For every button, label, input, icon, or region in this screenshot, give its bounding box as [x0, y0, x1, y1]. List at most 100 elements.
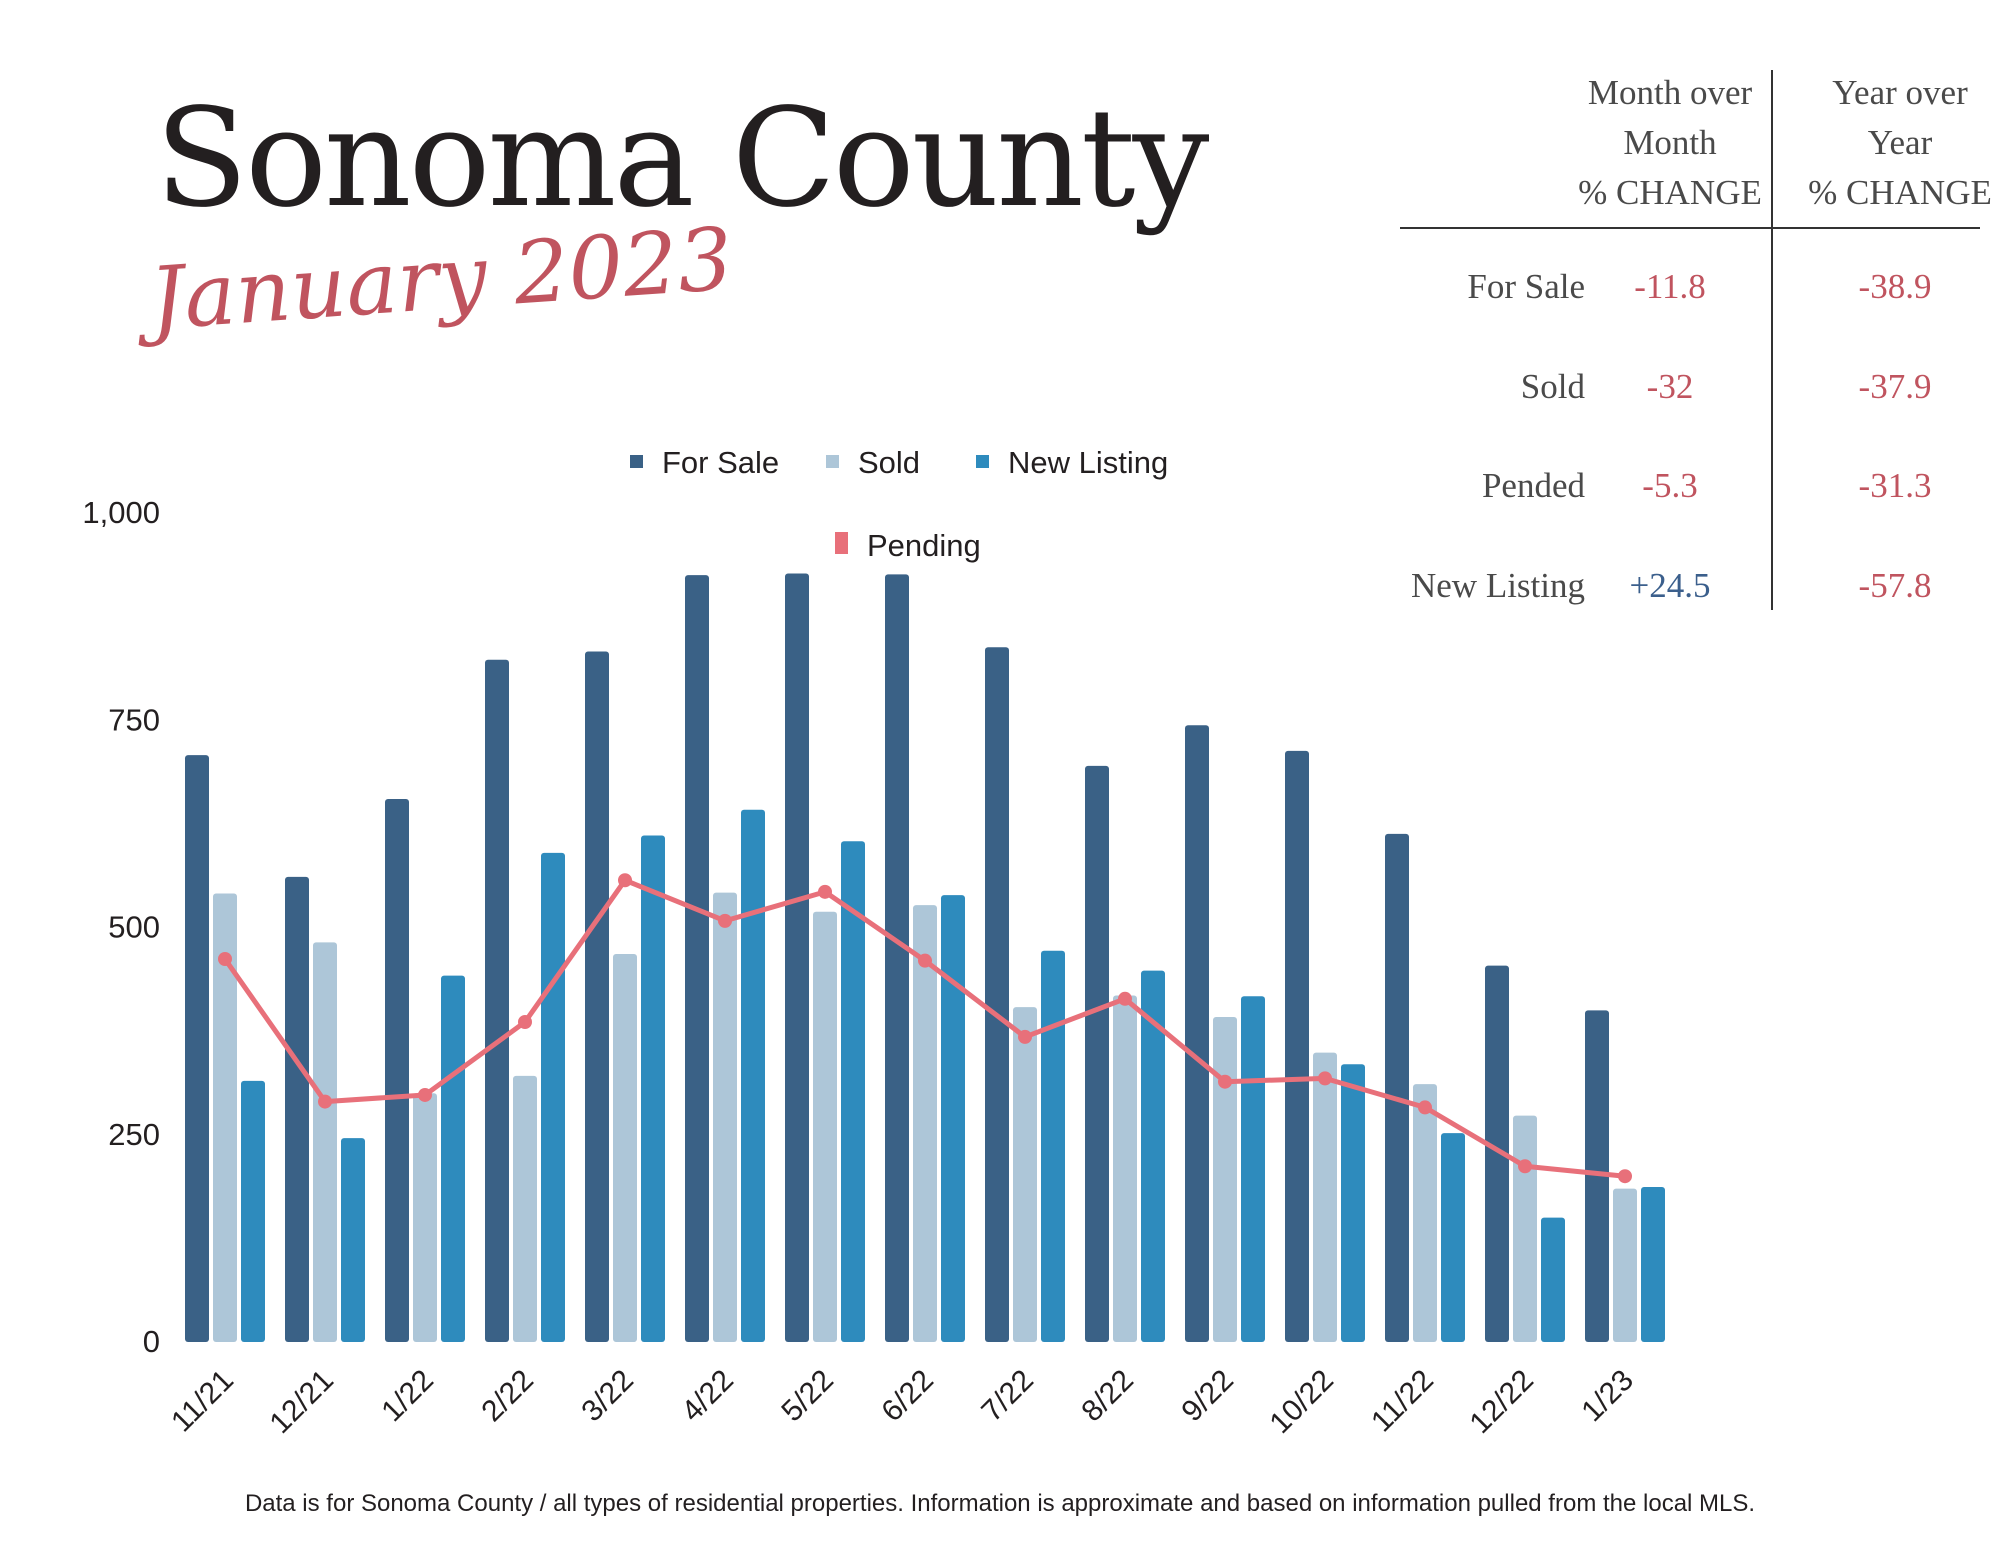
bar-sold — [1613, 1188, 1637, 1342]
legend-label-new-listing: New Listing — [1008, 445, 1168, 480]
table-divider-horizontal — [1400, 227, 1980, 229]
header-yoy-line: Year — [1867, 123, 1933, 162]
legend-swatch-sold — [826, 455, 839, 468]
bar-for-sale — [885, 574, 909, 1342]
row-label: Pended — [1481, 466, 1585, 505]
table-row-for-sale: For Sale -11.8 -38.9 — [1345, 267, 1985, 317]
legend-label-pending: Pending — [867, 528, 981, 563]
x-tick-label: 8/22 — [1075, 1364, 1140, 1429]
bar-sold — [713, 892, 737, 1342]
bar-sold — [313, 942, 337, 1342]
bar-for-sale — [985, 647, 1009, 1342]
row-mom-value: -11.8 — [1634, 267, 1706, 306]
bar-sold — [1313, 1052, 1337, 1342]
bar-new-listing — [941, 895, 965, 1342]
point-pending — [1218, 1074, 1232, 1089]
x-tick-label: 1/22 — [375, 1364, 440, 1429]
footnote: Data is for Sonoma County / all types of… — [244, 1490, 1756, 1517]
bar-for-sale — [585, 651, 609, 1342]
bar-for-sale — [1485, 965, 1509, 1342]
row-mom-value: -5.3 — [1642, 466, 1698, 505]
row-label: Sold — [1520, 367, 1585, 406]
row-yoy-value: -38.9 — [1858, 267, 1932, 306]
page-title: Sonoma County — [155, 80, 1209, 238]
header-year-over-year: Year over Year % CHANGE — [1775, 68, 2000, 218]
point-pending — [418, 1087, 432, 1102]
bar-sold — [1513, 1115, 1537, 1342]
row-mom-value: -32 — [1646, 367, 1694, 406]
point-pending — [1318, 1071, 1332, 1086]
bar-for-sale — [385, 799, 409, 1342]
point-pending — [1018, 1029, 1032, 1044]
x-tick-label: 3/22 — [575, 1364, 640, 1429]
bar-for-sale — [785, 573, 809, 1342]
row-mom-value: +24.5 — [1629, 566, 1711, 605]
legend-swatch-pending — [835, 532, 848, 554]
point-pending — [218, 952, 232, 967]
bar-for-sale — [1085, 765, 1109, 1342]
x-tick-label: 2/22 — [475, 1364, 540, 1429]
legend-label-for-sale: For Sale — [662, 445, 779, 480]
y-tick-label: 0 — [143, 1324, 160, 1359]
point-pending — [518, 1015, 532, 1030]
x-tick-label: 1/23 — [1575, 1364, 1640, 1429]
point-pending — [818, 884, 832, 899]
row-label: For Sale — [1467, 267, 1585, 306]
bar-new-listing — [541, 852, 565, 1342]
x-tick-label: 11/22 — [1365, 1364, 1440, 1439]
change-table: Month over Month % CHANGE Year over Year… — [1345, 60, 1992, 620]
legend-swatch-new-listing — [976, 455, 989, 468]
x-tick-label: 7/22 — [975, 1364, 1040, 1429]
row-yoy-value: -57.8 — [1858, 566, 1932, 605]
point-pending — [1618, 1169, 1632, 1184]
y-tick-label: 1,000 — [82, 495, 160, 530]
x-tick-label: 6/22 — [875, 1364, 940, 1429]
table-divider-vertical — [1771, 70, 1773, 610]
point-pending — [718, 913, 732, 928]
bar-sold — [613, 954, 637, 1342]
x-tick-label: 10/22 — [1264, 1364, 1340, 1440]
legend-label-sold: Sold — [858, 445, 920, 480]
bar-new-listing — [641, 835, 665, 1342]
point-pending — [918, 953, 932, 968]
bar-new-listing — [441, 975, 465, 1342]
header-mom-line: Month over — [1587, 73, 1753, 112]
row-label: New Listing — [1410, 566, 1585, 605]
bar-for-sale — [1285, 750, 1309, 1342]
x-tick-label: 12/22 — [1464, 1364, 1540, 1440]
bar-new-listing — [241, 1080, 265, 1342]
bar-for-sale — [285, 876, 309, 1342]
table-row-sold: Sold -32 -37.9 — [1345, 367, 1985, 417]
bar-sold — [213, 893, 237, 1342]
bar-for-sale — [485, 659, 509, 1342]
point-pending — [318, 1094, 332, 1109]
point-pending — [1118, 991, 1132, 1006]
x-tick-label: 5/22 — [775, 1364, 840, 1429]
bar-new-listing — [841, 841, 865, 1342]
bar-for-sale — [1185, 725, 1209, 1342]
bar-new-listing — [1141, 970, 1165, 1342]
x-tick-label: 12/21 — [264, 1364, 340, 1440]
bar-sold — [1013, 1007, 1037, 1342]
bar-new-listing — [1441, 1133, 1465, 1342]
header-yoy-line: Year over — [1832, 73, 1968, 112]
table-row-new-listing: New Listing +24.5 -57.8 — [1345, 566, 1985, 616]
bar-sold — [1113, 995, 1137, 1342]
bar-new-listing — [1641, 1186, 1665, 1342]
x-tick-label: 4/22 — [675, 1364, 740, 1429]
x-tick-label: 9/22 — [1175, 1364, 1240, 1429]
x-tick-label: 11/21 — [165, 1364, 240, 1439]
bar-new-listing — [1241, 996, 1265, 1342]
row-yoy-value: -31.3 — [1858, 466, 1932, 505]
point-pending — [1418, 1100, 1432, 1115]
point-pending — [618, 873, 632, 888]
bar-new-listing — [1541, 1217, 1565, 1342]
bar-sold — [913, 905, 937, 1342]
bar-sold — [413, 1093, 437, 1342]
bar-new-listing — [1041, 950, 1065, 1342]
y-tick-label: 250 — [108, 1117, 160, 1152]
chart: 0 250 500 750 1,000 11/21 12/21 1/22 2/22 3/22 4/2… — [82, 445, 1665, 1440]
bar-for-sale — [1385, 833, 1409, 1342]
bar-for-sale — [185, 755, 209, 1342]
table-row-pended: Pended -5.3 -31.3 — [1345, 466, 1985, 516]
